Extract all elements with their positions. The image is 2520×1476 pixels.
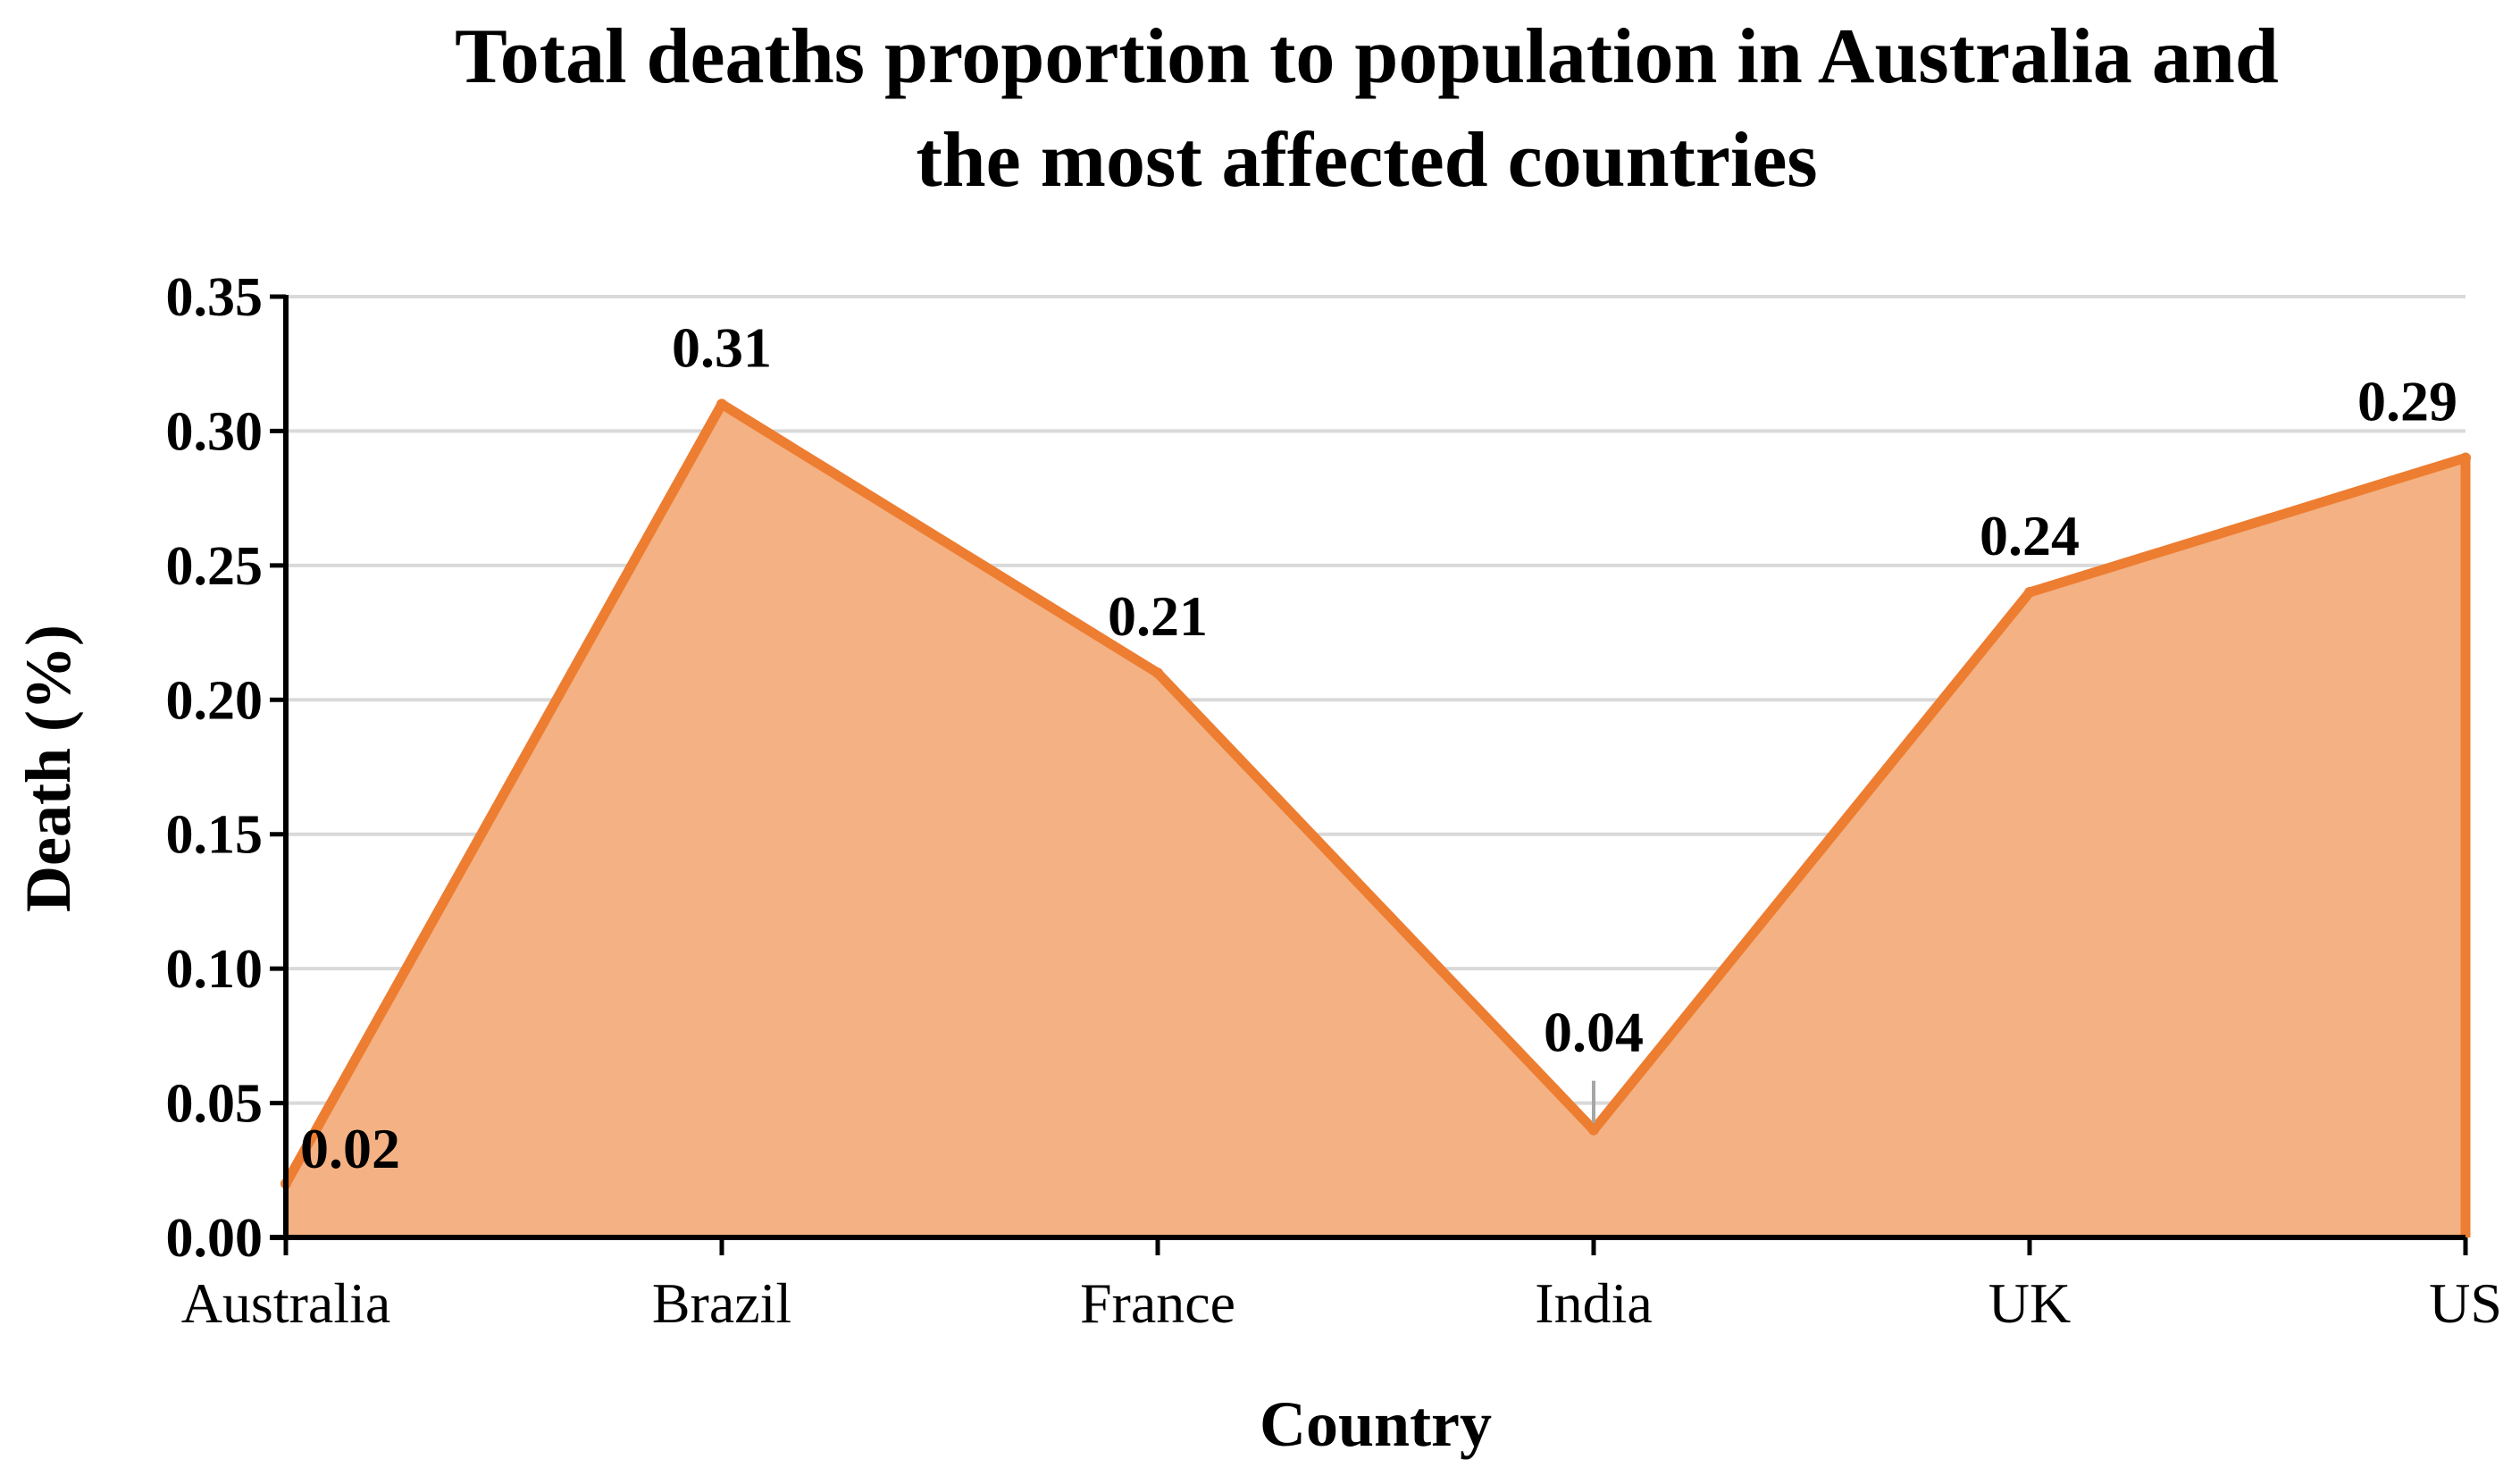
x-tick-label-uk: UK [1988, 1271, 2071, 1335]
data-point-brazil [716, 398, 727, 410]
x-tick-label-us: US [2429, 1271, 2502, 1335]
chart-title-line-2: the most affected countries [916, 117, 1817, 204]
data-labels: 0.02 0.31 0.21 0.04 0.24 0.29 [300, 315, 2457, 1179]
y-tick-label: 0.00 [166, 1208, 264, 1269]
data-label-australia: 0.02 [300, 1117, 400, 1180]
data-label-us: 0.29 [2357, 370, 2457, 433]
data-label-brazil: 0.31 [672, 315, 772, 379]
y-tick-label: 0.10 [166, 939, 264, 1000]
y-tick-label: 0.20 [166, 670, 264, 731]
area-fill [286, 404, 2466, 1237]
data-label-uk: 0.24 [1980, 504, 2080, 567]
x-tick-label-australia: Australia [181, 1271, 391, 1335]
y-tick-label: 0.30 [166, 401, 264, 462]
y-tick-label: 0.35 [166, 267, 264, 328]
chart-title: Total deaths proportion to population in… [455, 13, 2279, 204]
plot-area [280, 398, 2471, 1237]
data-point-us [2460, 452, 2471, 464]
data-point-india [1588, 1124, 1599, 1136]
data-point-uk [2024, 586, 2035, 598]
x-axis-ticks: Australia Brazil France India UK US [181, 1237, 2502, 1335]
x-axis-title: Country [1260, 1388, 1492, 1460]
data-label-india: 0.04 [1544, 1001, 1644, 1064]
axes [270, 295, 2466, 1240]
y-axis-ticks: 0.00 0.05 0.10 0.15 0.20 0.25 0.30 0.35 [166, 267, 286, 1269]
data-label-france: 0.21 [1108, 584, 1208, 648]
x-tick-label-brazil: Brazil [652, 1271, 791, 1335]
x-tick-label-india: India [1535, 1271, 1653, 1335]
y-axis-title: Death (%) [13, 625, 84, 912]
y-tick-label: 0.25 [166, 536, 264, 597]
y-tick-label: 0.15 [166, 805, 264, 866]
x-tick-label-france: France [1080, 1271, 1235, 1335]
y-tick-label: 0.05 [166, 1074, 264, 1135]
chart-title-line-1: Total deaths proportion to population in… [455, 13, 2279, 100]
data-point-france [1152, 667, 1163, 679]
